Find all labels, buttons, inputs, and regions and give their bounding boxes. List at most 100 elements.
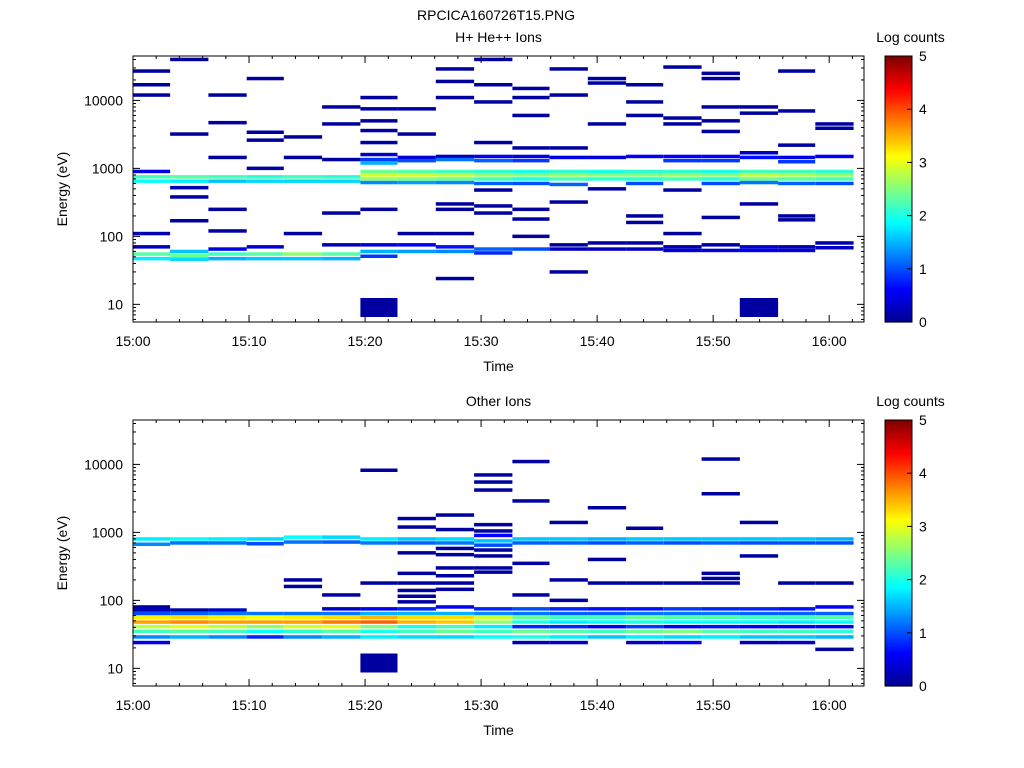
colorbar-step xyxy=(885,98,912,101)
colorbar-step xyxy=(885,204,912,208)
heatmap-cell xyxy=(701,541,740,545)
colorbar-step xyxy=(885,493,912,496)
colorbar-step xyxy=(885,515,912,519)
heatmap-cell xyxy=(360,249,398,254)
colorbar-step xyxy=(885,182,912,186)
heatmap-cell xyxy=(663,116,702,120)
heatmap-cell xyxy=(778,615,816,620)
heatmap-cell xyxy=(170,57,209,62)
heatmap-cell xyxy=(815,126,854,130)
x-tick-label: 16:00 xyxy=(812,697,847,713)
heatmap-cell xyxy=(397,541,436,545)
colorbar-step xyxy=(885,626,912,629)
heatmap-cell xyxy=(397,594,436,598)
heatmap-cell xyxy=(549,611,588,616)
colorbar-step xyxy=(885,189,912,192)
heatmap-cell xyxy=(815,154,854,159)
heatmap-cell xyxy=(626,181,664,186)
colorbar-step xyxy=(885,444,912,448)
colorbar-step xyxy=(885,118,912,121)
heatmap-cell xyxy=(587,624,627,629)
colorbar-step xyxy=(885,555,912,559)
colorbar-step xyxy=(885,603,912,607)
heatmap-cell xyxy=(360,620,398,624)
heatmap-cell xyxy=(587,635,627,639)
heatmap-cell xyxy=(397,537,436,541)
heatmap-cell xyxy=(512,561,550,566)
heatmap-cell xyxy=(587,615,627,620)
heatmap-cell xyxy=(435,527,475,532)
heatmap-cell xyxy=(626,247,664,251)
heatmap-cell xyxy=(170,179,209,183)
heatmap-cell xyxy=(701,129,740,134)
heatmap-cell xyxy=(512,629,550,634)
heatmap-cell xyxy=(778,537,816,541)
heatmap-cell xyxy=(397,132,436,136)
colorbar-step xyxy=(885,442,912,445)
heatmap-cell xyxy=(701,248,740,253)
heatmap-cell xyxy=(246,542,284,546)
colorbar-step xyxy=(885,69,912,73)
heatmap-cell xyxy=(549,173,588,177)
heatmap-cell xyxy=(360,157,398,162)
heatmap-cell xyxy=(322,256,361,261)
colorbar-step xyxy=(885,166,912,170)
heatmap-cell xyxy=(397,615,436,620)
heatmap-cell xyxy=(815,241,854,245)
heatmap-cell xyxy=(474,620,513,624)
heatmap-cell xyxy=(778,218,816,222)
heatmap-cell xyxy=(435,605,475,609)
heatmap-cell xyxy=(170,257,209,261)
heatmap-cell xyxy=(815,541,854,545)
heatmap-cell xyxy=(322,607,361,611)
heatmap-cell xyxy=(208,179,247,183)
heatmap-cell xyxy=(512,173,550,177)
colorbar-tick-label: 2 xyxy=(919,572,927,588)
colorbar-step xyxy=(885,541,912,545)
heatmap-cell xyxy=(663,158,702,163)
colorbar-step xyxy=(885,533,912,536)
heatmap-cell xyxy=(512,459,550,464)
colorbar-step xyxy=(885,681,912,685)
heatmap-cell xyxy=(549,537,588,541)
colorbar-step xyxy=(885,104,912,108)
heatmap-cell xyxy=(283,629,323,634)
heatmap-cell xyxy=(435,169,475,174)
colorbar-step xyxy=(885,95,912,99)
heatmap-cell xyxy=(549,243,588,247)
colorbar-step xyxy=(885,151,912,155)
heatmap-cell xyxy=(397,107,436,111)
heatmap-cell xyxy=(778,155,816,160)
y-tick-label: 10000 xyxy=(84,92,123,108)
heatmap-cell xyxy=(133,69,171,73)
colorbar-step xyxy=(885,215,912,219)
colorbar-step xyxy=(885,58,912,62)
heatmap-cell xyxy=(549,155,588,160)
heatmap-cell xyxy=(246,537,284,541)
heatmap-cell xyxy=(701,571,740,576)
heatmap-cell xyxy=(208,615,247,620)
heatmap-cell xyxy=(739,607,779,611)
heatmap-cell xyxy=(435,574,475,578)
heatmap-cell xyxy=(397,177,436,181)
heatmap-cell xyxy=(701,169,740,174)
colorbar-step xyxy=(885,504,912,508)
colorbar-step xyxy=(885,521,912,525)
y-axis-label: Energy (eV) xyxy=(54,152,70,227)
colorbar-step xyxy=(885,564,912,567)
heatmap-cell xyxy=(701,635,740,639)
colorbar-tick-label: 3 xyxy=(919,154,927,170)
heatmap-cell xyxy=(133,629,171,634)
heatmap-cell xyxy=(397,158,436,163)
heatmap-cell xyxy=(133,175,171,179)
heatmap-cell xyxy=(587,173,627,177)
colorbar-step xyxy=(885,155,912,159)
heatmap-cell xyxy=(739,640,779,645)
colorbar-step xyxy=(885,519,912,523)
heatmap-cell xyxy=(549,270,588,274)
heatmap-cell xyxy=(701,492,740,496)
colorbar-step xyxy=(885,528,912,532)
colorbar-step xyxy=(885,530,912,534)
heatmap-cell xyxy=(360,607,398,611)
colorbar-step xyxy=(885,184,912,188)
